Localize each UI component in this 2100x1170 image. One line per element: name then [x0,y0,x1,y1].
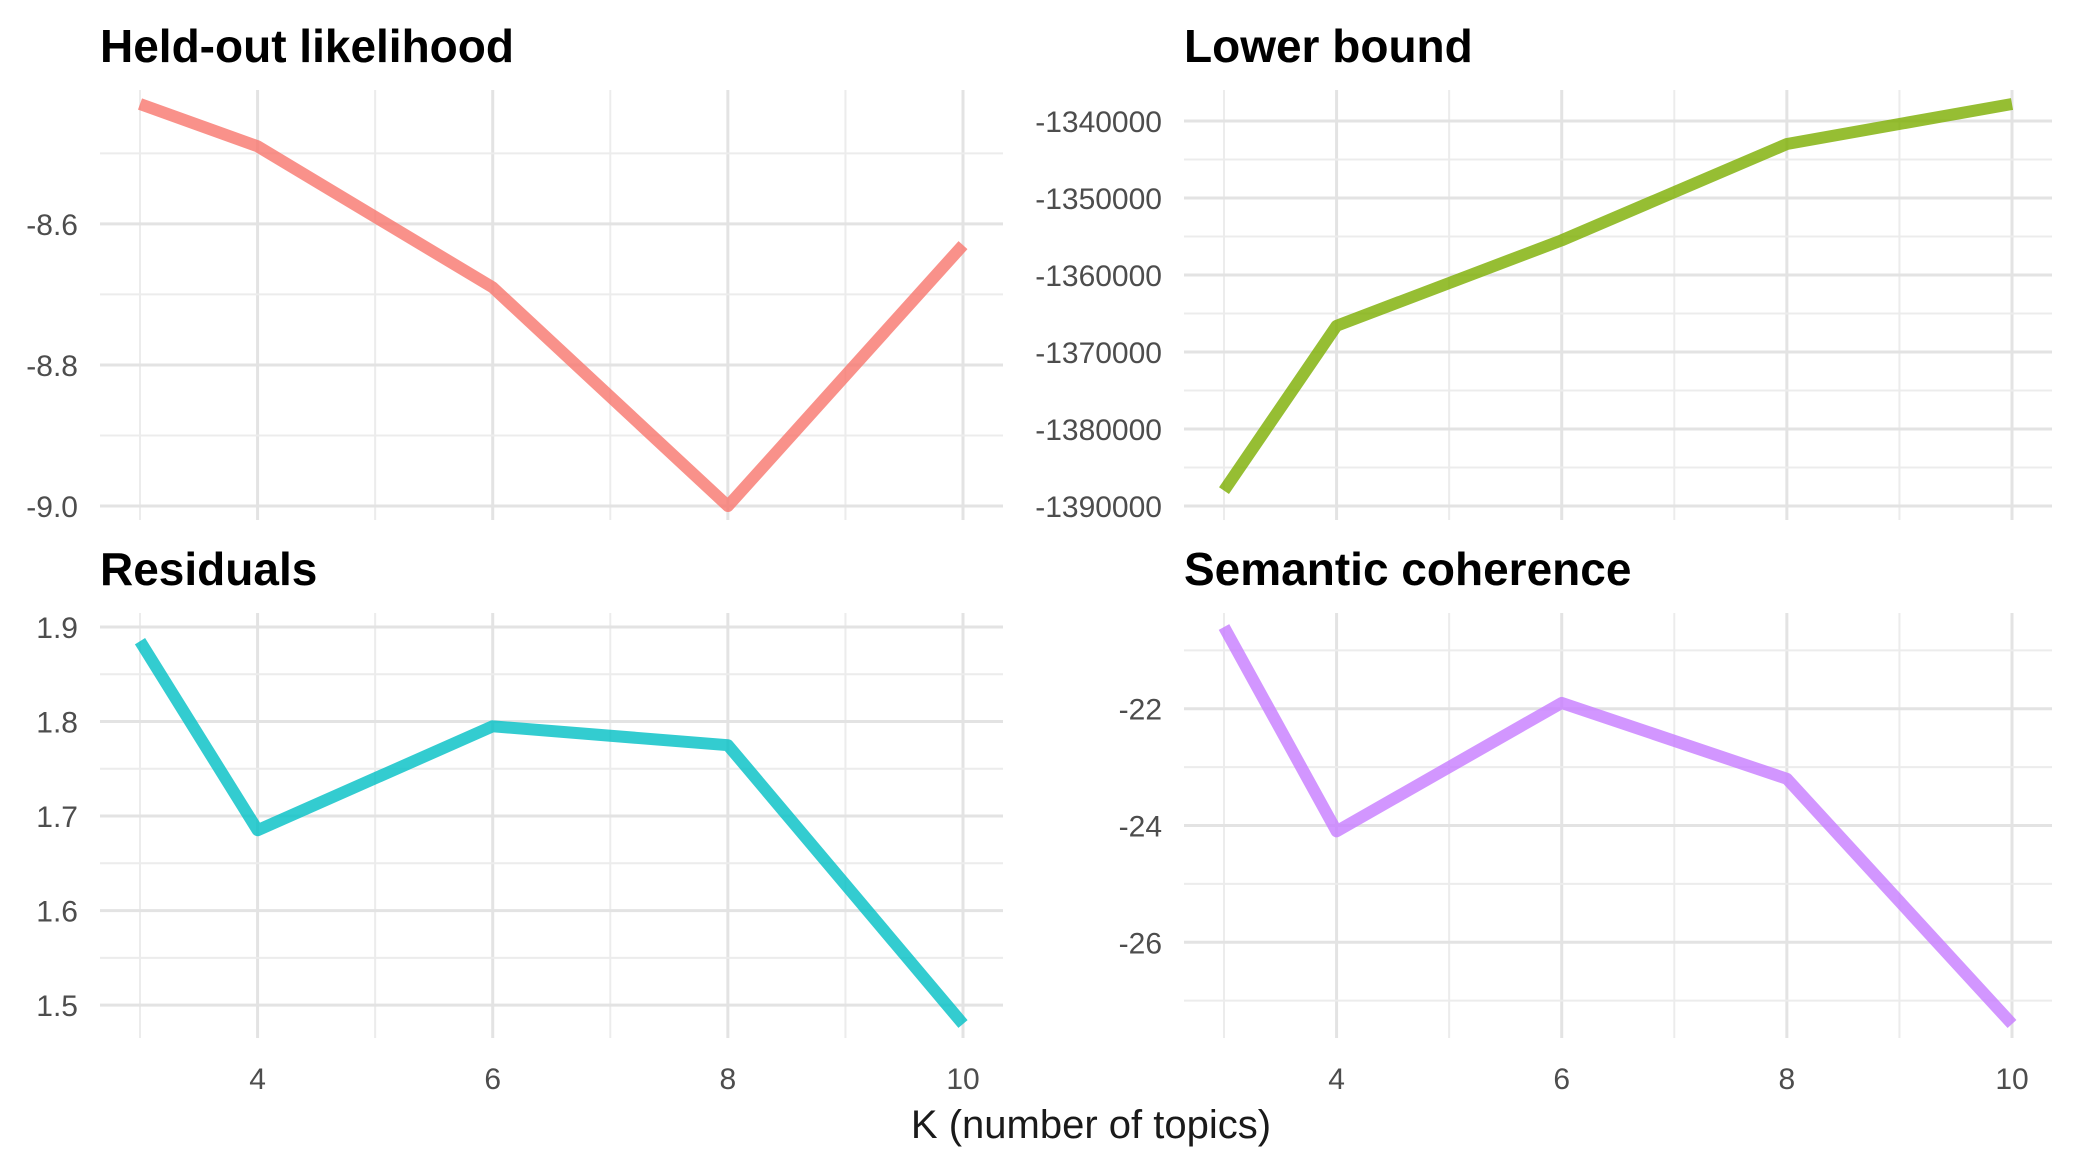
panel-title: Held-out likelihood [100,20,514,72]
facet-panels: Held-out likelihood -9.0 -8.8 -8.6 Lower bou… [26,20,2052,1096]
y-tick-label: -8.8 [26,350,78,383]
y-tick-label: -24 [1119,811,1162,844]
panel-0: Held-out likelihood -9.0 -8.8 -8.6 [26,20,1003,524]
series-line [137,98,968,512]
panel-2: Residuals 1.5 1.6 1.7 1.8 1.9 4 6 8 10 [36,543,1003,1096]
panel-title: Lower bound [1184,20,1473,72]
x-tick-label: 4 [249,1063,266,1096]
y-tick-label: -26 [1119,927,1162,960]
data-point [1781,138,1793,150]
y-tick-label: 1.7 [36,801,78,834]
data-point [252,824,264,836]
x-tick-label: 10 [1995,1063,2028,1096]
series-line [1219,98,2014,494]
data-point [722,500,734,512]
y-tick-label: -22 [1119,694,1162,727]
y-tick-label: -1340000 [1035,106,1162,139]
panel-1: Lower bound -1390000 -1380000 -1370000 -1360… [1035,20,2052,524]
y-tick-label: -1350000 [1035,183,1162,216]
panel-title: Semantic coherence [1184,543,1631,595]
panel-3: Semantic coherence -26 -24 -22 4 6 8 10 [1119,543,2052,1096]
y-tick-label: -1370000 [1035,337,1162,370]
data-point [487,720,499,732]
data-point [957,239,969,251]
data-point [722,739,734,751]
data-point [957,1018,969,1030]
y-tick-label: -1390000 [1035,491,1162,524]
data-point [2006,98,2018,110]
data-point [1556,234,1568,246]
y-tick-label: 1.9 [36,612,78,645]
data-point [252,140,264,152]
data-point [2006,1018,2018,1030]
panel-title: Residuals [100,543,317,595]
x-tick-label: 10 [946,1063,979,1096]
data-point [134,635,146,647]
x-tick-label: 6 [1553,1063,1570,1096]
data-point [1331,825,1343,837]
series-line [1218,624,2017,1029]
y-tick-label: -9.0 [26,491,78,524]
y-tick-label: -8.6 [26,209,78,242]
data-point [1556,697,1568,709]
data-point [1218,621,1230,633]
y-tick-label: 1.8 [36,707,78,740]
y-tick-label: -1380000 [1035,414,1162,447]
data-point [1781,773,1793,785]
x-tick-label: 8 [1779,1063,1796,1096]
x-tick-label: 8 [720,1063,737,1096]
series-line [134,638,968,1028]
data-point [487,281,499,293]
y-tick-label: 1.5 [36,990,78,1023]
x-axis-label: K (number of topics) [911,1103,1271,1147]
y-tick-label: -1360000 [1035,260,1162,293]
x-tick-label: 4 [1328,1063,1345,1096]
data-point [1218,485,1230,497]
data-point [134,98,146,110]
data-point [1331,320,1343,332]
x-tick-label: 6 [484,1063,501,1096]
y-tick-label: 1.6 [36,896,78,929]
